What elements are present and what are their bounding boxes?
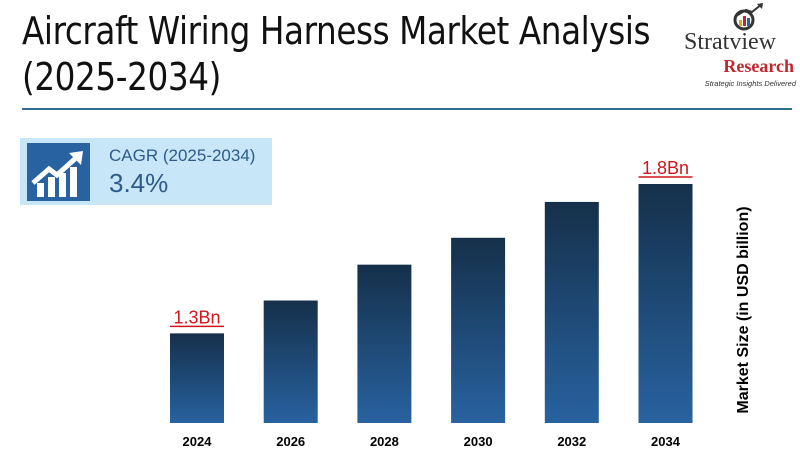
- bar-2032: [544, 201, 599, 423]
- growth-chart-icon: [27, 143, 90, 201]
- logo-tagline: Strategic Insights Delivered: [704, 79, 796, 88]
- cagr-box: CAGR (2025-2034) 3.4%: [20, 138, 272, 205]
- data-label: 1.3Bn: [173, 307, 220, 327]
- stratview-logo: Stratview Research Strategic Insights De…: [680, 3, 798, 104]
- bar-2034: [638, 184, 693, 423]
- logo-sub: Research: [723, 56, 794, 76]
- title-divider: [22, 108, 792, 110]
- bar-2030: [451, 237, 506, 423]
- cagr-value: 3.4%: [109, 168, 169, 198]
- x-tick-label: 2024: [183, 434, 213, 449]
- x-tick-label: 2034: [651, 434, 681, 449]
- bar-2028: [357, 264, 412, 423]
- x-tick-label: 2026: [276, 434, 305, 449]
- y-axis-label: Market Size (in USD billion): [735, 206, 752, 414]
- x-tick-label: 2030: [464, 434, 493, 449]
- x-tick-label: 2028: [370, 434, 399, 449]
- page-title: Aircraft Wiring Harness Market Analysis …: [22, 8, 676, 100]
- data-label: 1.8Bn: [642, 158, 689, 178]
- title-line-1: Aircraft Wiring Harness Market Analysis: [22, 9, 651, 53]
- bar-2026: [263, 300, 318, 423]
- x-tick-label: 2032: [557, 434, 586, 449]
- cagr-label: CAGR (2025-2034): [109, 146, 256, 165]
- bar-2024: [170, 333, 224, 423]
- magnifier-chart-icon: [733, 3, 763, 31]
- title-line-2: (2025-2034): [22, 55, 221, 99]
- logo-name: Stratview: [684, 29, 776, 55]
